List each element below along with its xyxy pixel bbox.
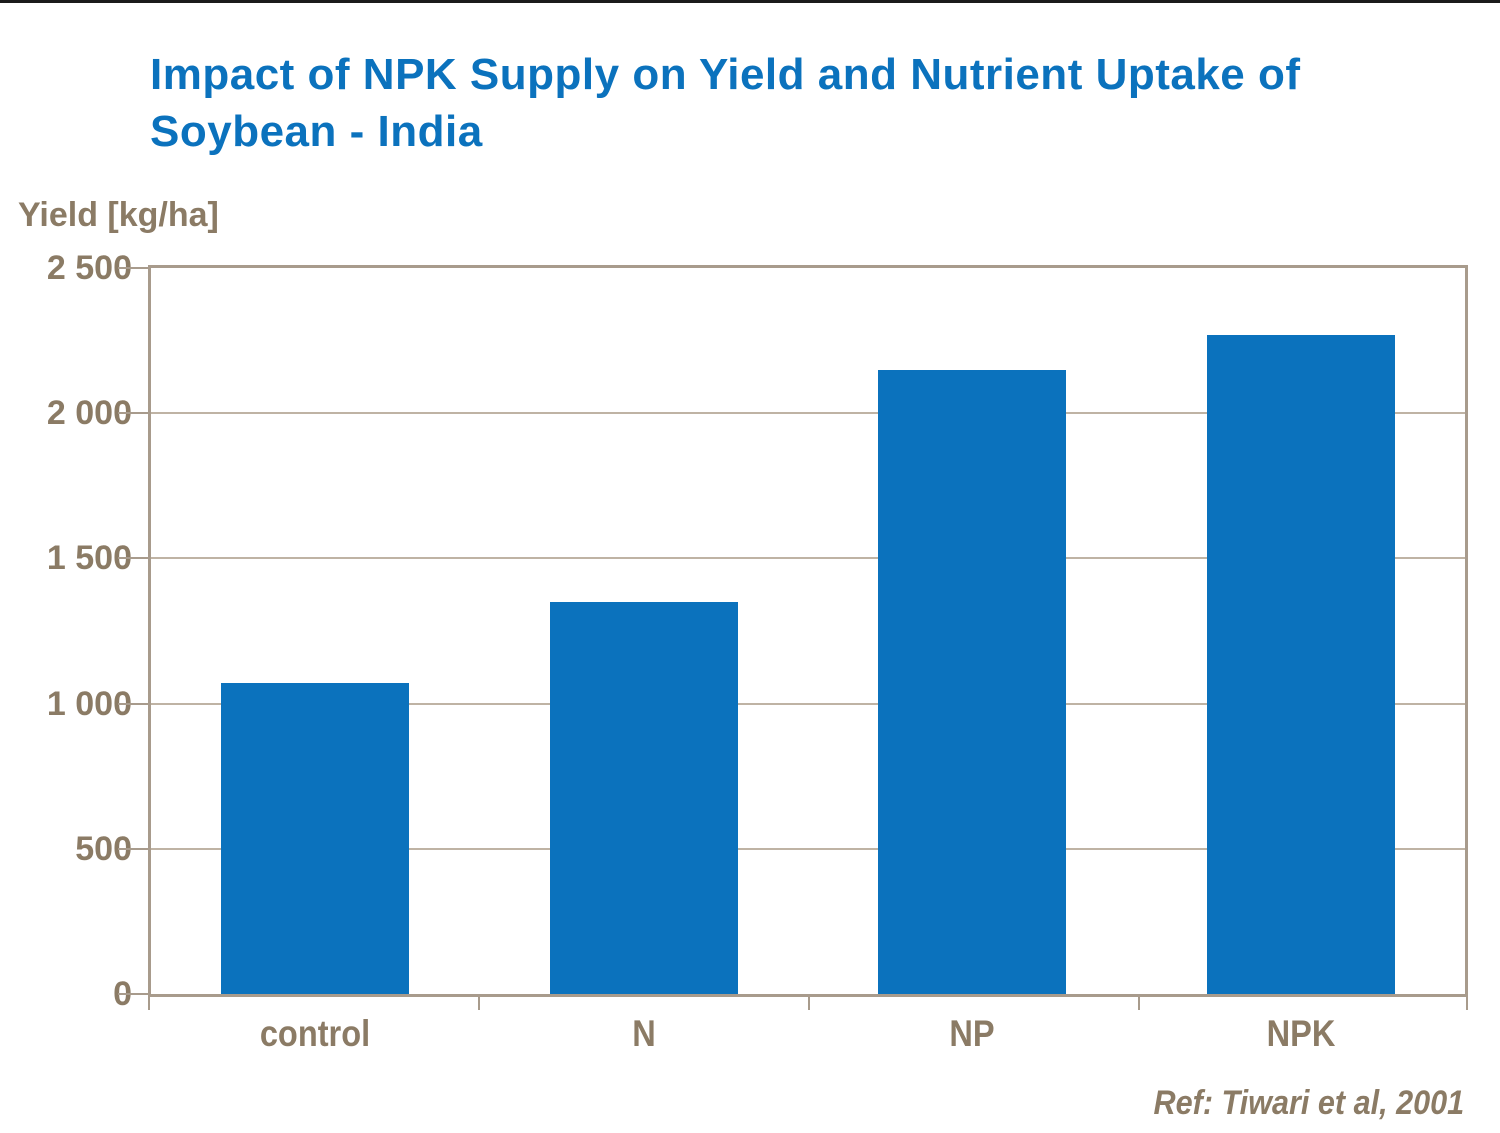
bar-N — [549, 602, 738, 994]
x-tick-mark — [478, 997, 480, 1010]
y-tick-label: 1 500 — [46, 539, 132, 578]
y-tick-mark — [118, 412, 151, 415]
top-border-rule — [0, 0, 1500, 3]
x-tick-mark — [1466, 997, 1468, 1010]
y-tick-mark — [118, 702, 151, 705]
y-tick-mark — [118, 993, 151, 995]
y-tick-label: 0 — [113, 975, 132, 1013]
plot-area — [148, 265, 1468, 997]
x-axis-label-NPK: NPK — [1266, 1013, 1336, 1054]
y-axis-title: Yield [kg/ha] — [18, 196, 219, 234]
y-tick-label: 1 000 — [46, 684, 132, 723]
gridline — [151, 847, 1465, 850]
chart-title: Impact of NPK Supply on Yield and Nutrie… — [150, 50, 1301, 156]
bar-NPK — [1206, 335, 1395, 994]
x-axis-label-N: N — [631, 1013, 656, 1054]
gridline — [151, 412, 1465, 415]
reference-note: Ref: Tiwari et al, 2001 — [1153, 1084, 1464, 1122]
y-tick-label: 2 000 — [46, 394, 132, 433]
bar-NP — [878, 370, 1067, 994]
y-tick-mark — [118, 557, 151, 560]
x-axis-label-NP: NP — [949, 1013, 995, 1054]
y-tick-mark — [118, 847, 151, 850]
y-tick-label: 2 500 — [46, 249, 132, 287]
bar-control — [221, 683, 410, 994]
x-tick-mark — [148, 997, 150, 1010]
x-axis-label-control: control — [260, 1013, 371, 1054]
y-tick-label: 500 — [75, 829, 132, 868]
x-tick-mark — [1138, 997, 1140, 1010]
y-tick-mark — [118, 267, 151, 269]
gridline — [151, 702, 1465, 705]
gridline — [151, 557, 1465, 560]
x-tick-mark — [808, 997, 810, 1010]
